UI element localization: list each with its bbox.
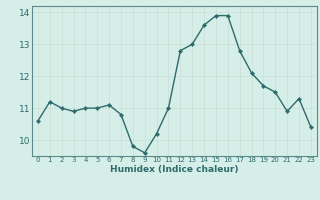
X-axis label: Humidex (Indice chaleur): Humidex (Indice chaleur) xyxy=(110,165,239,174)
